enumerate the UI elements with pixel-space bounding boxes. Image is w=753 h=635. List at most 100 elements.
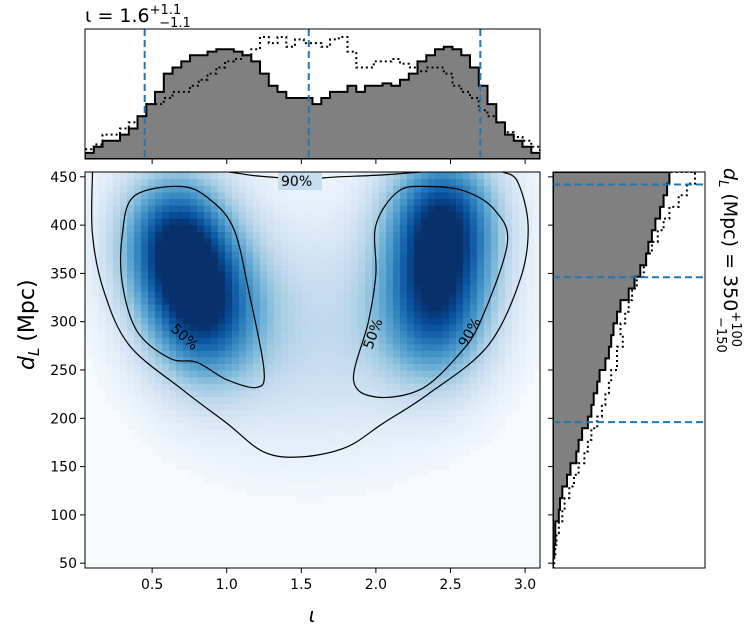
density-cell — [414, 343, 422, 351]
density-cell — [127, 264, 135, 272]
density-cell — [449, 317, 457, 325]
density-cell — [435, 343, 443, 351]
density-cell — [512, 290, 520, 298]
density-cell — [211, 205, 219, 213]
density-cell — [225, 304, 233, 312]
density-cell — [358, 330, 366, 338]
density-cell — [204, 442, 212, 450]
density-cell — [372, 284, 380, 292]
density-cell — [456, 198, 464, 206]
density-cell — [456, 277, 464, 285]
density-cell — [225, 449, 233, 457]
density-cell — [281, 257, 289, 265]
density-cell — [148, 330, 156, 338]
density-cell — [414, 350, 422, 358]
density-cell — [386, 178, 394, 186]
density-cell — [155, 389, 163, 397]
density-cell — [211, 455, 219, 463]
density-cell — [477, 356, 485, 364]
density-cell — [281, 271, 289, 279]
density-cell — [393, 429, 401, 437]
density-cell — [274, 191, 282, 199]
density-cell — [239, 284, 247, 292]
density-cell — [337, 178, 345, 186]
density-cell — [267, 297, 275, 305]
density-cell — [344, 244, 352, 252]
density-cell — [169, 304, 177, 312]
density-cell — [526, 337, 534, 345]
density-cell — [127, 205, 135, 213]
density-cell — [470, 231, 478, 239]
density-cell — [526, 257, 534, 265]
density-cell — [407, 416, 415, 424]
density-cell — [127, 251, 135, 259]
density-cell — [148, 317, 156, 325]
density-cell — [253, 251, 261, 259]
density-cell — [288, 416, 296, 424]
density-cell — [204, 304, 212, 312]
density-cell — [414, 172, 422, 180]
density-cell — [232, 185, 240, 193]
density-cell — [288, 376, 296, 384]
density-cell — [148, 244, 156, 252]
density-cell — [435, 297, 443, 305]
density-cell — [491, 363, 499, 371]
density-cell — [197, 310, 205, 318]
density-cell — [176, 350, 184, 358]
density-cell — [316, 383, 324, 391]
density-cell — [204, 396, 212, 404]
density-cell — [99, 277, 107, 285]
density-cell — [421, 429, 429, 437]
density-cell — [239, 343, 247, 351]
density-cell — [491, 172, 499, 180]
density-cell — [337, 172, 345, 180]
density-cell — [533, 264, 540, 272]
density-cell — [456, 396, 464, 404]
density-cell — [526, 317, 534, 325]
density-cell — [267, 290, 275, 298]
density-cell — [337, 469, 345, 477]
density-cell — [85, 304, 93, 312]
density-cell — [155, 350, 163, 358]
density-cell — [211, 264, 219, 272]
density-cell — [519, 178, 527, 186]
density-cell — [463, 323, 471, 331]
density-cell — [204, 356, 212, 364]
density-cell — [519, 205, 527, 213]
density-cell — [134, 330, 142, 338]
density-cell — [428, 218, 436, 226]
density-cell — [442, 389, 450, 397]
density-cell — [155, 271, 163, 279]
density-cell — [211, 416, 219, 424]
density-cell — [148, 409, 156, 417]
density-cell — [162, 350, 170, 358]
density-cell — [113, 198, 121, 206]
density-cell — [232, 449, 240, 457]
density-cell — [330, 389, 338, 397]
density-cell — [148, 310, 156, 318]
density-cell — [225, 389, 233, 397]
density-cell — [526, 185, 534, 193]
density-cell — [99, 224, 107, 232]
density-cell — [379, 284, 387, 292]
density-cell — [281, 251, 289, 259]
density-cell — [358, 396, 366, 404]
density-cell — [316, 403, 324, 411]
density-cell — [218, 376, 226, 384]
density-cell — [463, 251, 471, 259]
density-cell — [533, 304, 540, 312]
density-cell — [267, 356, 275, 364]
density-cell — [120, 238, 128, 246]
density-cell — [386, 257, 394, 265]
density-cell — [512, 389, 520, 397]
density-cell — [211, 231, 219, 239]
density-cell — [428, 251, 436, 259]
density-cell — [99, 356, 107, 364]
density-cell — [491, 383, 499, 391]
density-cell — [162, 224, 170, 232]
density-cell — [162, 383, 170, 391]
density-cell — [323, 211, 331, 219]
density-cell — [288, 449, 296, 457]
density-cell — [197, 416, 205, 424]
density-cell — [197, 172, 205, 180]
